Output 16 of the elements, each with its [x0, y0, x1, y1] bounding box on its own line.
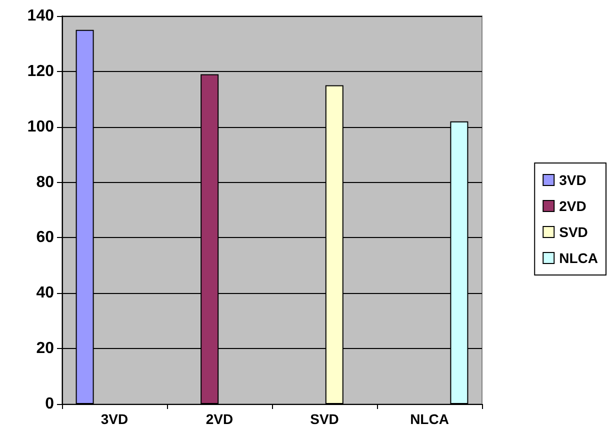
legend-label: SVD: [559, 224, 588, 240]
y-tick-label: 60: [36, 229, 54, 246]
y-tick-label: 120: [27, 62, 54, 80]
y-tick-label: 100: [27, 118, 54, 136]
y-tick-label: 0: [45, 396, 54, 412]
legend-label: 3VD: [559, 172, 586, 188]
x-tick-label: 2VD: [206, 411, 234, 427]
y-tick-label: 80: [36, 174, 54, 191]
y-tick-label: 40: [36, 284, 54, 302]
x-tick-label: SVD: [310, 411, 339, 427]
x-tick-label: 3VD: [100, 411, 128, 427]
x-tick-label: NLCA: [410, 411, 449, 427]
legend-label: 2VD: [559, 198, 586, 214]
y-tick-label: 20: [36, 340, 54, 358]
y-tick-label: 140: [27, 8, 54, 24]
legend-label: NLCA: [559, 250, 598, 266]
